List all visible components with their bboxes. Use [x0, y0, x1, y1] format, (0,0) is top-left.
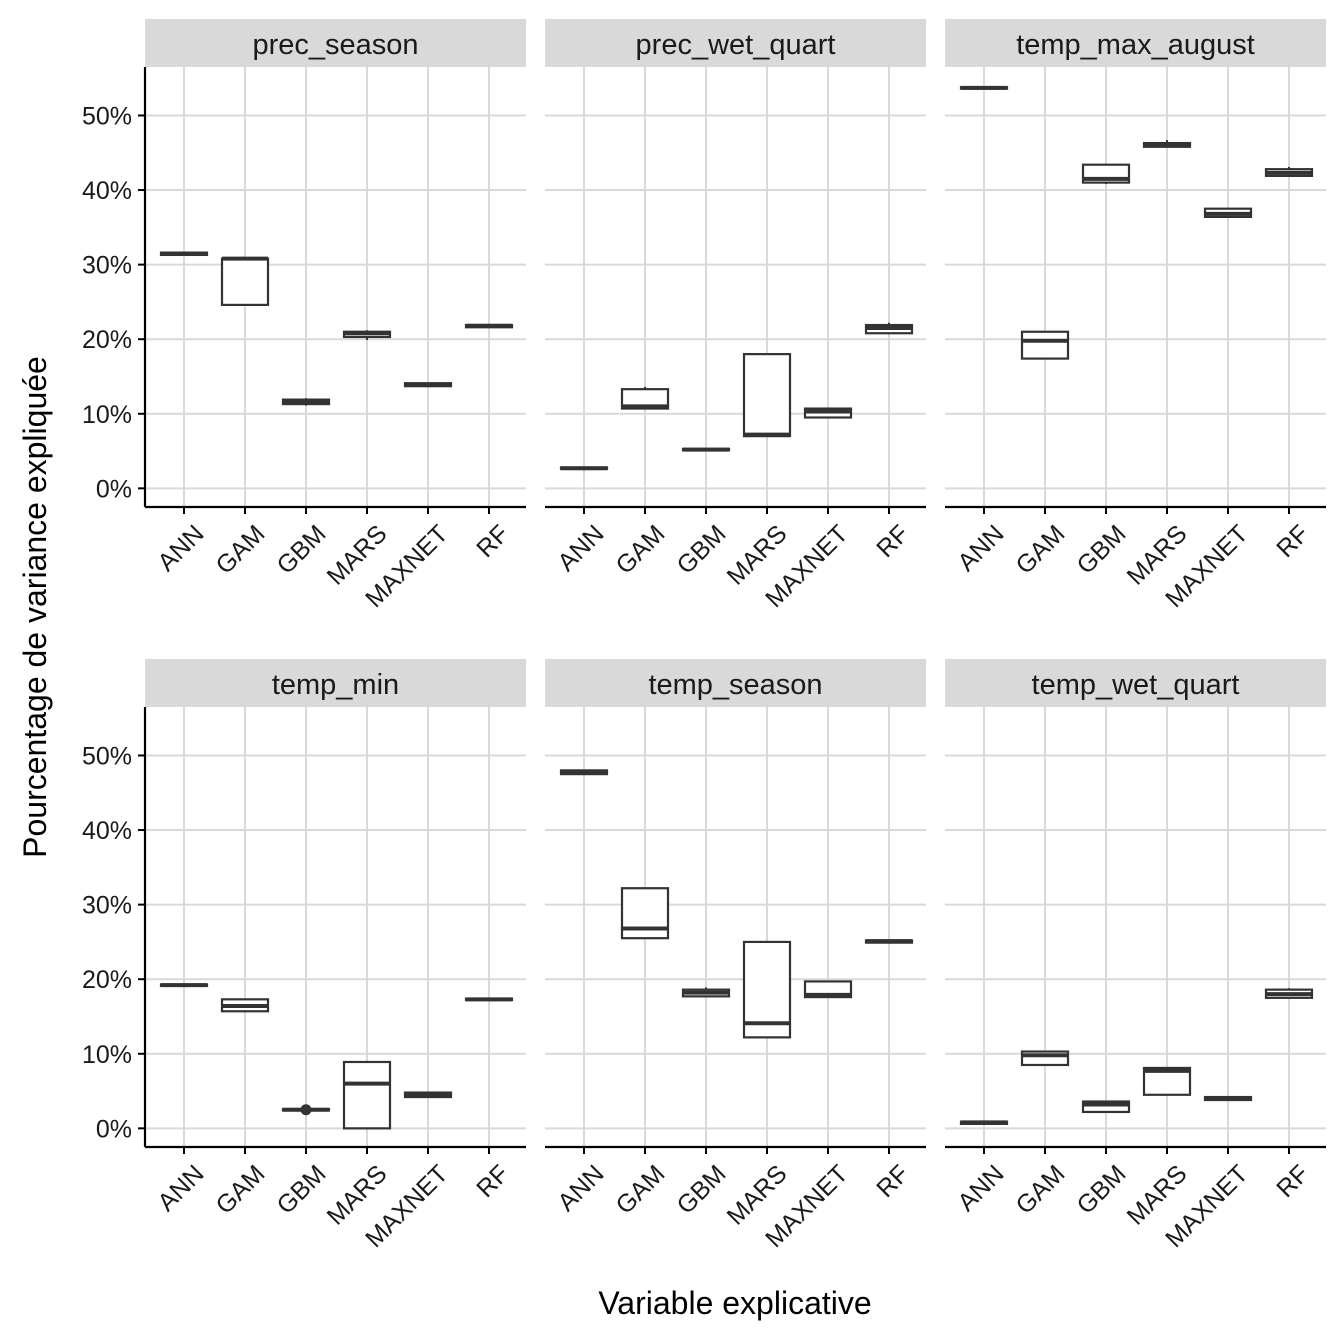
- boxplot-RF: [464, 323, 514, 329]
- x-tick-label: GAM: [610, 1160, 670, 1220]
- x-tick-label: RF: [871, 520, 914, 563]
- y-tick-label: 10%: [82, 401, 132, 429]
- x-tick-label: ANN: [152, 1160, 209, 1217]
- strip-background: [545, 19, 926, 67]
- strip-background: [945, 19, 1326, 67]
- boxplot-ANN: [959, 85, 1009, 90]
- boxplot-ANN: [559, 466, 609, 471]
- y-tick-label: 50%: [82, 742, 132, 770]
- y-tick-label: 10%: [82, 1041, 132, 1069]
- boxplot-GBM: [281, 398, 331, 406]
- boxplot-GAM: [220, 998, 270, 1013]
- boxplot-GBM: [1081, 163, 1131, 185]
- box-iqr: [1081, 1100, 1131, 1114]
- box-iqr: [742, 353, 792, 438]
- strip-background: [145, 19, 526, 67]
- box-iqr: [620, 388, 670, 410]
- boxplot-MARS: [342, 330, 392, 340]
- y-tick-label: 0%: [96, 475, 132, 503]
- x-tick-label: RF: [1271, 1160, 1314, 1203]
- y-tick-label: 30%: [82, 892, 132, 920]
- x-tick-label: GAM: [1010, 520, 1070, 580]
- box-iqr: [220, 257, 270, 306]
- strip-label: temp_min: [272, 669, 399, 701]
- boxplot-MAXNET: [1203, 1095, 1253, 1102]
- x-tick-label: GAM: [610, 520, 670, 580]
- boxplot-GAM: [1020, 330, 1070, 360]
- x-tick-label: RF: [871, 1160, 914, 1203]
- strip-background: [545, 659, 926, 707]
- outlier-point: [300, 1104, 312, 1116]
- boxplot-MAXNET: [1203, 207, 1253, 218]
- boxplot-GBM: [1081, 1100, 1131, 1114]
- strip-label: temp_season: [648, 669, 822, 701]
- boxplot-MARS: [742, 353, 792, 438]
- y-axis-title: Pourcentage de variance expliquée: [17, 356, 53, 858]
- strip-background: [945, 659, 1326, 707]
- boxplot-ANN: [959, 1120, 1009, 1125]
- x-tick-label: ANN: [552, 1160, 609, 1217]
- y-tick-label: 20%: [82, 966, 132, 994]
- boxplot-MAXNET: [803, 407, 853, 419]
- boxplot-GBM: [681, 447, 731, 452]
- boxplot-ANN: [559, 769, 609, 776]
- boxplot-RF: [1264, 166, 1314, 177]
- boxplot-MARS: [1142, 140, 1192, 148]
- box-iqr: [1020, 330, 1070, 360]
- strip-label: temp_wet_quart: [1032, 669, 1240, 701]
- y-tick-label: 30%: [82, 252, 132, 280]
- boxplot-MAXNET: [403, 1091, 453, 1099]
- boxplot-RF: [464, 997, 514, 1002]
- x-tick-label: GAM: [210, 520, 270, 580]
- boxplot-GBM: [681, 987, 731, 998]
- strip-label: temp_max_august: [1016, 29, 1255, 61]
- boxplot-MAXNET: [803, 980, 853, 999]
- y-tick-label: 20%: [82, 326, 132, 354]
- x-tick-label: ANN: [952, 520, 1009, 577]
- strip-background: [145, 659, 526, 707]
- boxplot-RF: [1264, 988, 1314, 999]
- box-iqr: [620, 887, 670, 940]
- boxplot-GBM: [281, 1104, 331, 1116]
- x-tick-label: GAM: [210, 1160, 270, 1220]
- boxplot-GAM: [1020, 1050, 1070, 1067]
- x-tick-label: GAM: [1010, 1160, 1070, 1220]
- strip-label: prec_wet_quart: [636, 29, 836, 61]
- boxplot-GAM: [620, 887, 670, 940]
- boxplot-RF: [864, 322, 914, 335]
- boxplot-RF: [864, 939, 914, 944]
- strip-label: prec_season: [252, 29, 418, 61]
- boxplot-ANN: [159, 251, 209, 257]
- x-tick-label: ANN: [152, 520, 209, 577]
- box-iqr: [342, 1060, 392, 1130]
- boxplot-MARS: [742, 940, 792, 1039]
- x-tick-label: RF: [471, 520, 514, 563]
- x-axis-title: Variable explicative: [598, 1285, 871, 1321]
- boxplot-MARS: [1142, 1066, 1192, 1096]
- x-tick-label: RF: [471, 1160, 514, 1203]
- y-tick-label: 40%: [82, 177, 132, 205]
- boxplot-GAM: [620, 386, 670, 410]
- boxplot-GAM: [220, 256, 270, 306]
- x-tick-label: RF: [1271, 520, 1314, 563]
- boxplot-MARS: [342, 1060, 392, 1130]
- y-tick-label: 50%: [82, 102, 132, 130]
- x-tick-label: ANN: [552, 520, 609, 577]
- x-tick-label: ANN: [952, 1160, 1009, 1217]
- y-tick-label: 40%: [82, 817, 132, 845]
- y-tick-label: 0%: [96, 1115, 132, 1143]
- boxplot-ANN: [159, 983, 209, 988]
- boxplot-MAXNET: [403, 382, 453, 388]
